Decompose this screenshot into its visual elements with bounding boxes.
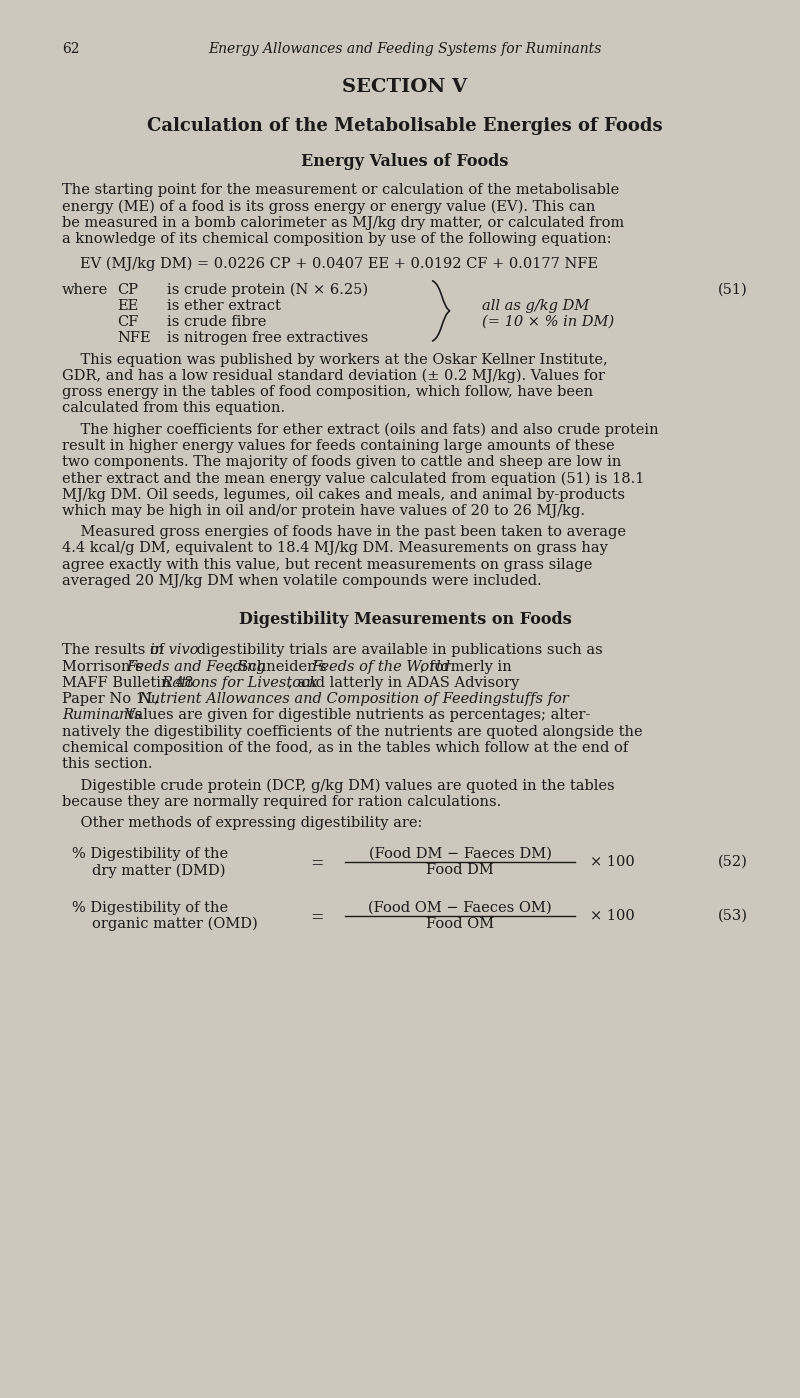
Text: Calculation of the Metabolisable Energies of Foods: Calculation of the Metabolisable Energie… [147,116,663,134]
Text: CF: CF [117,315,138,329]
Text: (Food DM − Faeces DM): (Food DM − Faeces DM) [369,847,551,861]
Text: chemical composition of the food, as in the tables which follow at the end of: chemical composition of the food, as in … [62,741,628,755]
Text: (51): (51) [718,282,748,296]
Text: GDR, and has a low residual standard deviation (± 0.2 MJ/kg). Values for: GDR, and has a low residual standard dev… [62,369,605,383]
Text: where: where [62,282,108,296]
Text: organic matter (OMD): organic matter (OMD) [92,917,258,931]
Text: =: = [310,909,323,925]
Text: , formerly in: , formerly in [420,660,512,674]
Text: Paper No 11,: Paper No 11, [62,692,163,706]
Text: Ruminants: Ruminants [62,709,142,723]
Text: Nutrient Allowances and Composition of Feedingstuffs for: Nutrient Allowances and Composition of F… [138,692,569,706]
Text: Morrison’s: Morrison’s [62,660,147,674]
Text: two components. The majority of foods given to cattle and sheep are low in: two components. The majority of foods gi… [62,456,622,470]
Text: NFE: NFE [117,331,150,345]
Text: Rations for Livestock: Rations for Livestock [162,677,318,691]
Text: Digestibility Measurements on Foods: Digestibility Measurements on Foods [238,611,571,628]
Text: agree exactly with this value, but recent measurements on grass silage: agree exactly with this value, but recen… [62,558,592,572]
Text: , and latterly in ADAS Advisory: , and latterly in ADAS Advisory [289,677,520,691]
Text: ether extract and the mean energy value calculated from equation (51) is 18.1: ether extract and the mean energy value … [62,471,644,485]
Text: be measured in a bomb calorimeter as MJ/kg dry matter, or calculated from: be measured in a bomb calorimeter as MJ/… [62,215,624,229]
Text: 4.4 kcal/g DM, equivalent to 18.4 MJ/kg DM. Measurements on grass hay: 4.4 kcal/g DM, equivalent to 18.4 MJ/kg … [62,541,608,555]
Text: averaged 20 MJ/kg DM when volatile compounds were included.: averaged 20 MJ/kg DM when volatile compo… [62,575,542,589]
Text: calculated from this equation.: calculated from this equation. [62,401,285,415]
Text: a knowledge of its chemical composition by use of the following equation:: a knowledge of its chemical composition … [62,232,611,246]
Text: result in higher energy values for feeds containing large amounts of these: result in higher energy values for feeds… [62,439,614,453]
Text: . Values are given for digestible nutrients as percentages; alter-: . Values are given for digestible nutrie… [117,709,591,723]
Text: gross energy in the tables of food composition, which follow, have been: gross energy in the tables of food compo… [62,384,593,398]
Text: is ether extract: is ether extract [167,299,281,313]
Text: SECTION V: SECTION V [342,78,467,95]
Text: % Digestibility of the: % Digestibility of the [72,900,228,914]
Text: digestibility trials are available in publications such as: digestibility trials are available in pu… [192,643,603,657]
Text: which may be high in oil and/or protein have values of 20 to 26 MJ/kg.: which may be high in oil and/or protein … [62,503,585,517]
Text: This equation was published by workers at the Oskar Kellner Institute,: This equation was published by workers a… [62,352,608,366]
Text: =: = [310,856,323,872]
Text: MAFF Bulletin 48: MAFF Bulletin 48 [62,677,198,691]
Text: this section.: this section. [62,758,153,772]
Text: % Digestibility of the: % Digestibility of the [72,847,228,861]
Text: (53): (53) [718,909,748,923]
Text: Energy Values of Foods: Energy Values of Foods [302,152,509,171]
Text: is crude fibre: is crude fibre [167,315,266,329]
Text: (Food OM − Faeces OM): (Food OM − Faeces OM) [368,900,552,914]
Text: (52): (52) [718,856,748,870]
Text: is nitrogen free extractives: is nitrogen free extractives [167,331,368,345]
Text: because they are normally required for ration calculations.: because they are normally required for r… [62,794,502,809]
Text: energy (ME) of a food is its gross energy or energy value (EV). This can: energy (ME) of a food is its gross energ… [62,200,595,214]
Text: 62: 62 [62,42,79,56]
Text: is crude protein (N × 6.25): is crude protein (N × 6.25) [167,282,368,296]
Text: EE: EE [117,299,138,313]
Text: × 100: × 100 [590,856,634,870]
Text: The higher coefficients for ether extract (oils and fats) and also crude protein: The higher coefficients for ether extrac… [62,422,658,438]
Text: all as g/kg DM: all as g/kg DM [482,299,590,313]
Text: Measured gross energies of foods have in the past been taken to average: Measured gross energies of foods have in… [62,526,626,540]
Text: (= 10 × % in DM): (= 10 × % in DM) [482,315,614,329]
Text: Food DM: Food DM [426,863,494,877]
Text: The starting point for the measurement or calculation of the metabolisable: The starting point for the measurement o… [62,183,619,197]
Text: MJ/kg DM. Oil seeds, legumes, oil cakes and meals, and animal by-products: MJ/kg DM. Oil seeds, legumes, oil cakes … [62,488,625,502]
Text: , Schneider’s: , Schneider’s [229,660,331,674]
Text: Feeds and Feeding: Feeds and Feeding [126,660,266,674]
Text: Feeds of the World: Feeds of the World [311,660,450,674]
Text: Digestible crude protein (DCP, g/kg DM) values are quoted in the tables: Digestible crude protein (DCP, g/kg DM) … [62,779,614,793]
Text: EV (MJ/kg DM) = 0.0226 CP + 0.0407 EE + 0.0192 CF + 0.0177 NFE: EV (MJ/kg DM) = 0.0226 CP + 0.0407 EE + … [80,256,598,271]
Text: in vivo: in vivo [150,643,198,657]
Text: natively the digestibility coefficients of the nutrients are quoted alongside th: natively the digestibility coefficients … [62,724,642,738]
Text: CP: CP [117,282,138,296]
Text: dry matter (DMD): dry matter (DMD) [92,863,226,878]
Text: Food OM: Food OM [426,917,494,931]
Text: The results of: The results of [62,643,169,657]
Text: Other methods of expressing digestibility are:: Other methods of expressing digestibilit… [62,816,422,830]
Text: × 100: × 100 [590,909,634,923]
Text: Energy Allowances and Feeding Systems for Ruminants: Energy Allowances and Feeding Systems fo… [208,42,602,56]
